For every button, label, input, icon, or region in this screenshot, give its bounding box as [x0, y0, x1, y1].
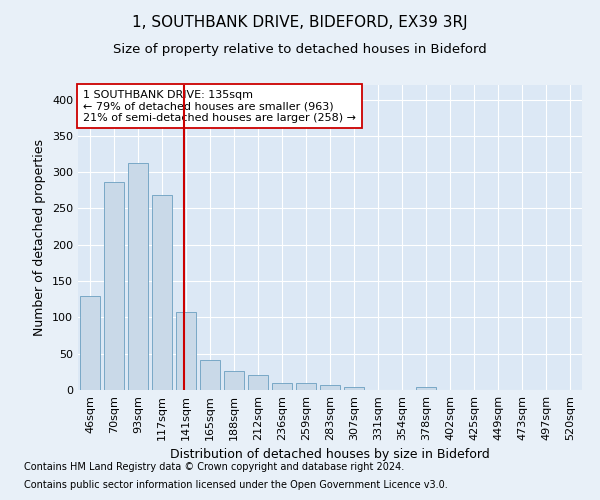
Bar — [248, 375, 268, 390]
X-axis label: Distribution of detached houses by size in Bideford: Distribution of detached houses by size … — [170, 448, 490, 462]
Bar — [320, 385, 340, 390]
Bar — [296, 384, 316, 390]
Text: Size of property relative to detached houses in Bideford: Size of property relative to detached ho… — [113, 42, 487, 56]
Y-axis label: Number of detached properties: Number of detached properties — [34, 139, 46, 336]
Bar — [200, 360, 220, 390]
Text: 1, SOUTHBANK DRIVE, BIDEFORD, EX39 3RJ: 1, SOUTHBANK DRIVE, BIDEFORD, EX39 3RJ — [132, 15, 468, 30]
Bar — [272, 382, 292, 390]
Bar — [416, 387, 436, 390]
Bar — [176, 312, 196, 390]
Bar — [80, 296, 100, 390]
Bar — [152, 196, 172, 390]
Text: Contains HM Land Registry data © Crown copyright and database right 2024.: Contains HM Land Registry data © Crown c… — [24, 462, 404, 472]
Bar — [344, 387, 364, 390]
Bar — [104, 182, 124, 390]
Text: Contains public sector information licensed under the Open Government Licence v3: Contains public sector information licen… — [24, 480, 448, 490]
Text: 1 SOUTHBANK DRIVE: 135sqm
← 79% of detached houses are smaller (963)
21% of semi: 1 SOUTHBANK DRIVE: 135sqm ← 79% of detac… — [83, 90, 356, 123]
Bar — [224, 371, 244, 390]
Bar — [128, 164, 148, 390]
